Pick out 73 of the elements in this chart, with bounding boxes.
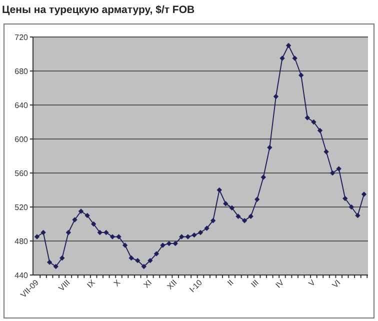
point xyxy=(192,232,197,238)
point xyxy=(204,226,210,231)
point xyxy=(122,242,128,248)
point xyxy=(84,212,90,218)
x-tick-label: XI xyxy=(142,278,154,290)
x-tick-label: VIII xyxy=(56,278,72,293)
x-tick-label: I-10 xyxy=(188,278,204,294)
x-tick-label: II xyxy=(226,278,236,288)
point xyxy=(304,115,310,120)
point xyxy=(248,214,254,219)
point xyxy=(242,218,248,224)
point xyxy=(60,255,65,261)
point xyxy=(210,218,216,224)
point xyxy=(40,230,46,236)
point xyxy=(267,144,272,150)
point xyxy=(160,242,166,248)
point xyxy=(53,264,58,270)
point xyxy=(342,196,348,202)
point xyxy=(46,260,52,265)
point xyxy=(66,230,72,236)
point xyxy=(34,234,40,240)
point xyxy=(154,251,160,256)
point xyxy=(128,255,134,261)
point xyxy=(355,212,360,218)
y-tick-label: 440 xyxy=(14,270,29,280)
point xyxy=(104,230,109,236)
point xyxy=(336,166,342,172)
y-tick-label: 560 xyxy=(14,168,29,178)
point xyxy=(260,174,266,180)
point xyxy=(185,234,191,240)
point xyxy=(116,234,122,240)
point xyxy=(141,264,147,270)
y-tick-label: 720 xyxy=(14,32,29,42)
point xyxy=(311,119,316,125)
x-tick-label: VI xyxy=(330,278,342,290)
chart-title: Цены на турецкую арматуру, $/т FOB xyxy=(2,4,195,16)
point xyxy=(72,217,78,222)
point xyxy=(172,240,178,246)
point xyxy=(216,187,222,193)
point xyxy=(254,196,260,202)
point xyxy=(286,42,292,48)
point xyxy=(236,214,241,219)
y-tick-label: 600 xyxy=(14,134,29,144)
x-tick-label: X xyxy=(112,278,123,288)
point xyxy=(135,258,140,264)
point xyxy=(166,240,172,246)
point xyxy=(348,204,354,210)
x-tick-label: III xyxy=(249,278,260,290)
point xyxy=(198,230,204,236)
point xyxy=(78,208,84,214)
point xyxy=(292,56,298,61)
point xyxy=(298,72,304,78)
y-tick-label: 680 xyxy=(14,66,29,76)
point xyxy=(317,128,323,134)
point xyxy=(223,201,228,206)
x-tick-label: IV xyxy=(274,278,286,290)
x-tick-label: XII xyxy=(165,278,179,292)
x-tick-label: V xyxy=(306,278,318,288)
point xyxy=(97,230,102,236)
x-tick-label: IX xyxy=(85,278,98,290)
point xyxy=(330,170,336,176)
y-tick-label: 640 xyxy=(14,100,29,110)
point xyxy=(280,56,285,61)
point xyxy=(90,221,96,227)
point xyxy=(273,94,279,100)
point xyxy=(110,234,116,240)
y-tick-label: 520 xyxy=(14,202,29,212)
point xyxy=(229,205,235,210)
y-tick-label: 480 xyxy=(14,236,29,246)
point xyxy=(324,149,329,154)
point xyxy=(148,258,153,264)
point xyxy=(361,192,367,197)
point xyxy=(179,234,184,240)
